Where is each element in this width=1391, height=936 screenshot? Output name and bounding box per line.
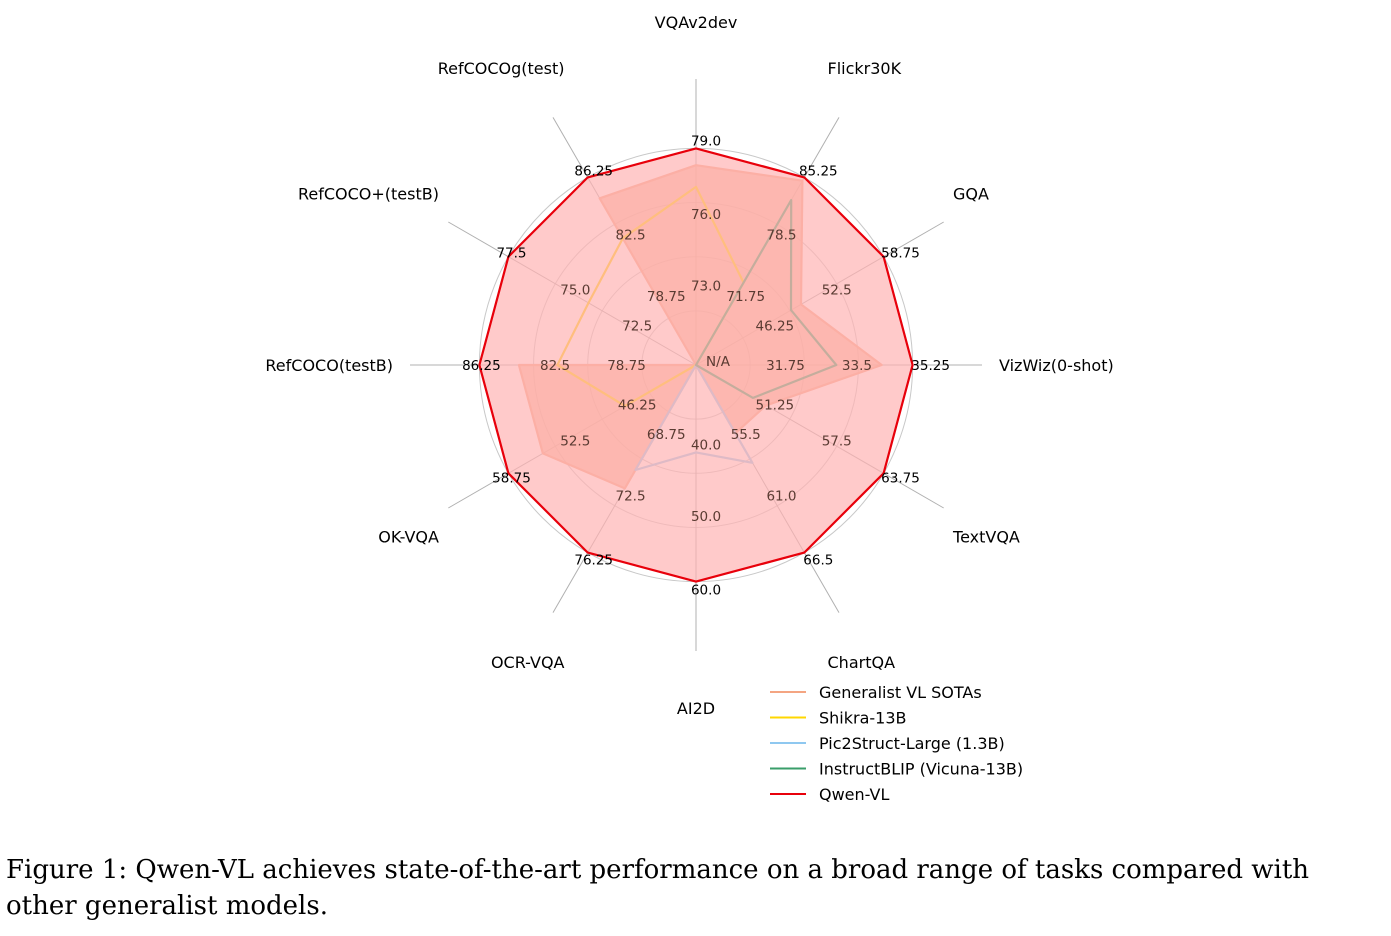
axis-label-refcoco-testb: RefCOCO+(testB) [298, 185, 439, 204]
tick-flickr30k-3: 85.25 [799, 163, 838, 179]
tick-refcoco-testb-2: 82.5 [540, 358, 570, 374]
tick-chartqa-3: 66.5 [803, 553, 833, 569]
tick-ai2d-1: 40.0 [691, 437, 721, 453]
tick-gqa-1: 46.25 [756, 318, 795, 334]
tick-ocr-vqa-3: 76.25 [574, 553, 613, 569]
tick-chartqa-2: 61.0 [766, 489, 796, 505]
tick-ok-vqa-3: 58.75 [492, 470, 531, 486]
tick-textvqa-2: 57.5 [822, 433, 852, 449]
tick-flickr30k-1: 71.75 [726, 289, 765, 305]
tick-gqa-2: 52.5 [822, 283, 852, 299]
tick-vizwiz-0-shot-2: 33.5 [842, 358, 872, 374]
axis-label-ai2d: AI2D [677, 699, 715, 718]
series-qwen-vl [478, 147, 914, 583]
tick-labels: N/A 73.0 76.0 79.0 71.75 78.5 85.25 46.25 52.5 58… [462, 133, 950, 598]
tick-vizwiz-0-shot-1: 31.75 [766, 358, 805, 374]
tick-vqav2dev-2: 76.0 [691, 207, 721, 223]
tick-vqav2dev-0: N/A [706, 354, 731, 370]
tick-refcocog-test-3: 86.25 [574, 163, 613, 179]
tick-textvqa-1: 51.25 [756, 398, 795, 414]
tick-vqav2dev-3: 79.0 [691, 133, 721, 149]
tick-ocr-vqa-2: 72.5 [615, 489, 645, 505]
axis-label-chartqa: ChartQA [828, 653, 896, 672]
tick-flickr30k-2: 78.5 [766, 227, 796, 243]
legend-label-generalist-vl-sotas: Generalist VL SOTAs [819, 683, 982, 702]
tick-refcocog-test-2: 82.5 [615, 227, 645, 243]
tick-ai2d-3: 60.0 [691, 583, 721, 599]
axis-label-flickr30k: Flickr30K [828, 59, 902, 78]
axis-label-refcoco-testb: RefCOCO(testB) [265, 356, 393, 375]
tick-chartqa-1: 55.5 [731, 427, 761, 443]
legend: Generalist VL SOTAs Shikra-13B Pic2Struct-… [770, 683, 1023, 804]
axis-label-ok-vqa: OK-VQA [378, 528, 439, 547]
radar-chart: N/A 73.0 76.0 79.0 71.75 78.5 85.25 46.25 52.5 58… [265, 13, 1113, 804]
tick-ai2d-2: 50.0 [691, 509, 721, 525]
axis-label-vqav2dev: VQAv2dev [655, 13, 738, 32]
legend-label-instructblip-vicuna-13b: InstructBLIP (Vicuna-13B) [819, 760, 1023, 779]
figure-caption: Figure 1: Qwen-VL achieves state-of-the-… [6, 855, 1310, 921]
tick-refcocog-test-1: 78.75 [647, 289, 686, 305]
tick-vqav2dev-1: 73.0 [691, 279, 721, 295]
axis-label-textvqa: TextVQA [952, 528, 1020, 547]
legend-label-qwen-vl: Qwen-VL [819, 785, 889, 804]
tick-refcoco-testb-3: 86.25 [462, 358, 501, 374]
tick-ocr-vqa-1: 68.75 [647, 427, 686, 443]
series-layer [478, 147, 914, 583]
axis-label-gqa: GQA [953, 185, 989, 204]
tick-refcoco-testb-1: 78.75 [607, 358, 646, 374]
tick-refcoco-testb-3: 77.5 [496, 246, 526, 262]
tick-vizwiz-0-shot-3: 35.25 [911, 358, 950, 374]
tick-refcoco-testb-1: 72.5 [622, 318, 652, 334]
tick-textvqa-3: 63.75 [881, 470, 920, 486]
axis-label-ocr-vqa: OCR-VQA [491, 653, 565, 672]
tick-refcoco-testb-2: 75.0 [560, 283, 590, 299]
legend-label-pic2struct-large-1-3b: Pic2Struct-Large (1.3B) [819, 734, 1005, 753]
axis-label-refcocog-test: RefCOCOg(test) [438, 59, 565, 78]
tick-ok-vqa-2: 52.5 [560, 433, 590, 449]
axis-label-vizwiz-0-shot: VizWiz(0-shot) [999, 356, 1114, 375]
legend-label-shikra-13b: Shikra-13B [819, 709, 907, 728]
axis-labels: VQAv2dev Flickr30K GQA VizWiz(0-shot) TextVQ… [265, 13, 1113, 718]
tick-ok-vqa-1: 46.25 [618, 398, 657, 414]
tick-gqa-3: 58.75 [881, 246, 920, 262]
